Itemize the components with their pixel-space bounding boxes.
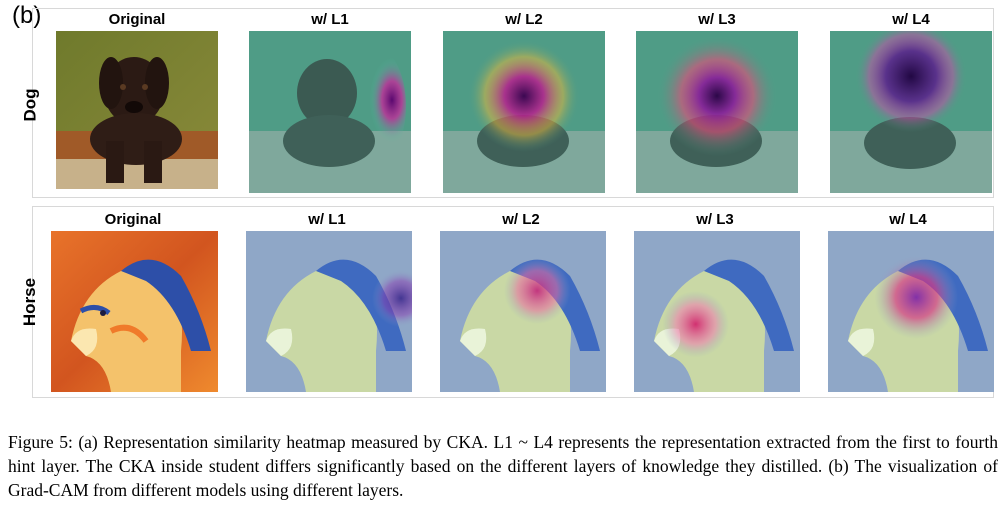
horse-title-l1: w/ L1 xyxy=(308,211,346,228)
dog-l2-gradcam xyxy=(443,31,605,193)
panel-label: (b) xyxy=(12,2,42,29)
dog-l1-gradcam xyxy=(249,31,411,193)
dog-title-l1: w/ L1 xyxy=(311,11,349,28)
horse-original-image xyxy=(51,231,218,392)
figure-caption: Figure 5: (a) Representation similarity … xyxy=(8,432,998,500)
horse-l2-gradcam xyxy=(440,231,606,392)
horse-l3-gradcam xyxy=(634,231,800,392)
horse-l1-gradcam xyxy=(246,231,412,392)
dog-title-l3: w/ L3 xyxy=(698,11,736,28)
horse-title-l3: w/ L3 xyxy=(696,211,734,228)
dog-title-original: Original xyxy=(108,11,166,28)
horse-title-original: Original xyxy=(104,211,162,228)
dog-title-l4: w/ L4 xyxy=(892,11,930,28)
dog-l4-gradcam xyxy=(830,31,992,193)
dog-title-l2: w/ L2 xyxy=(505,11,543,28)
dog-original-image xyxy=(56,31,218,189)
horse-title-l2: w/ L2 xyxy=(502,211,540,228)
row-label-horse: Horse xyxy=(20,277,40,327)
horse-l4-gradcam xyxy=(828,231,994,392)
dog-l3-gradcam xyxy=(636,31,798,193)
dog-row xyxy=(32,8,994,198)
horse-title-l4: w/ L4 xyxy=(889,211,927,228)
row-label-dog: Dog xyxy=(20,88,40,122)
